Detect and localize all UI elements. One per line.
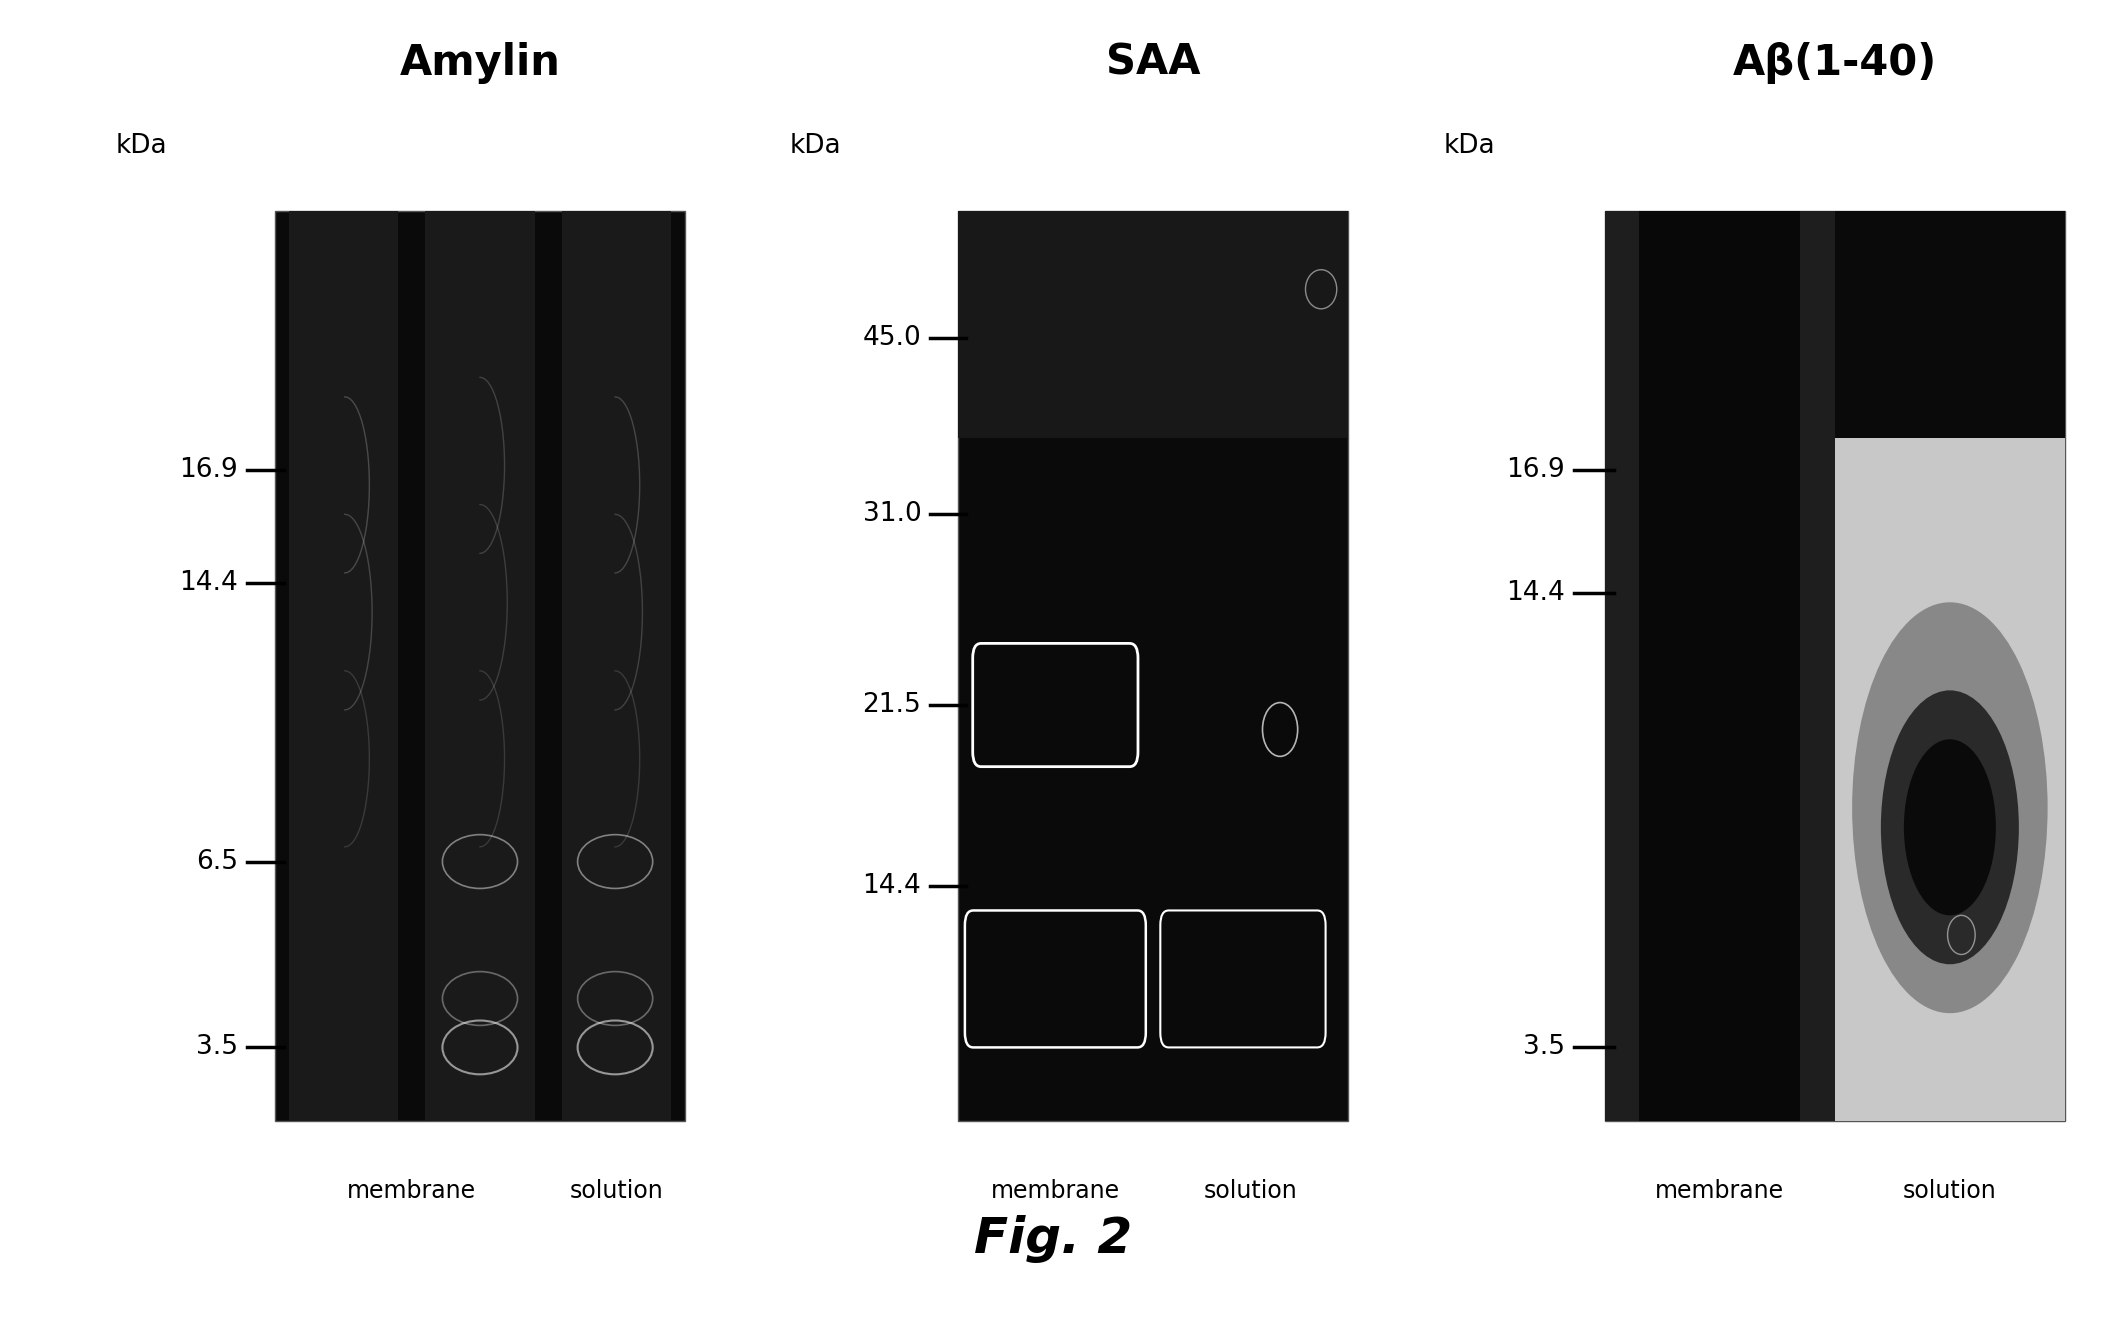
Text: 3.5: 3.5 [1523, 1034, 1566, 1060]
Bar [1835, 212, 2065, 439]
Text: 16.9: 16.9 [179, 457, 238, 484]
Text: solution: solution [1903, 1179, 1997, 1203]
Bar [1639, 212, 1799, 1121]
Text: Fig. 2: Fig. 2 [973, 1215, 1134, 1263]
Text: membrane: membrane [990, 1179, 1121, 1203]
Text: solution: solution [569, 1179, 664, 1203]
Ellipse shape [1852, 603, 2048, 1013]
Text: 14.4: 14.4 [1507, 579, 1566, 605]
Text: 6.5: 6.5 [196, 849, 238, 875]
Bar [1835, 212, 2065, 1121]
Text: kDa: kDa [790, 132, 843, 159]
Text: 21.5: 21.5 [862, 691, 921, 718]
Text: 16.9: 16.9 [1507, 457, 1566, 484]
Bar [563, 212, 672, 1121]
Text: membrane: membrane [1656, 1179, 1785, 1203]
Text: 14.4: 14.4 [862, 873, 921, 899]
Bar [1606, 212, 1835, 1121]
Text: 45.0: 45.0 [862, 325, 921, 352]
Bar [957, 212, 1348, 1121]
Text: 14.4: 14.4 [179, 570, 238, 596]
Text: solution: solution [1203, 1179, 1298, 1203]
Text: 3.5: 3.5 [196, 1034, 238, 1060]
Ellipse shape [1882, 690, 2019, 964]
Bar [426, 212, 535, 1121]
Text: kDa: kDa [1443, 132, 1496, 159]
Text: membrane: membrane [348, 1179, 476, 1203]
Text: 31.0: 31.0 [862, 501, 921, 527]
Bar [276, 212, 685, 1121]
Text: Aβ(1-40): Aβ(1-40) [1732, 42, 1936, 83]
Bar [1606, 212, 2065, 1121]
Text: SAA: SAA [1106, 42, 1201, 83]
Text: kDa: kDa [116, 132, 169, 159]
Text: Amylin: Amylin [400, 42, 560, 83]
Bar [289, 212, 398, 1121]
Bar [957, 212, 1348, 439]
Ellipse shape [1905, 739, 1995, 915]
